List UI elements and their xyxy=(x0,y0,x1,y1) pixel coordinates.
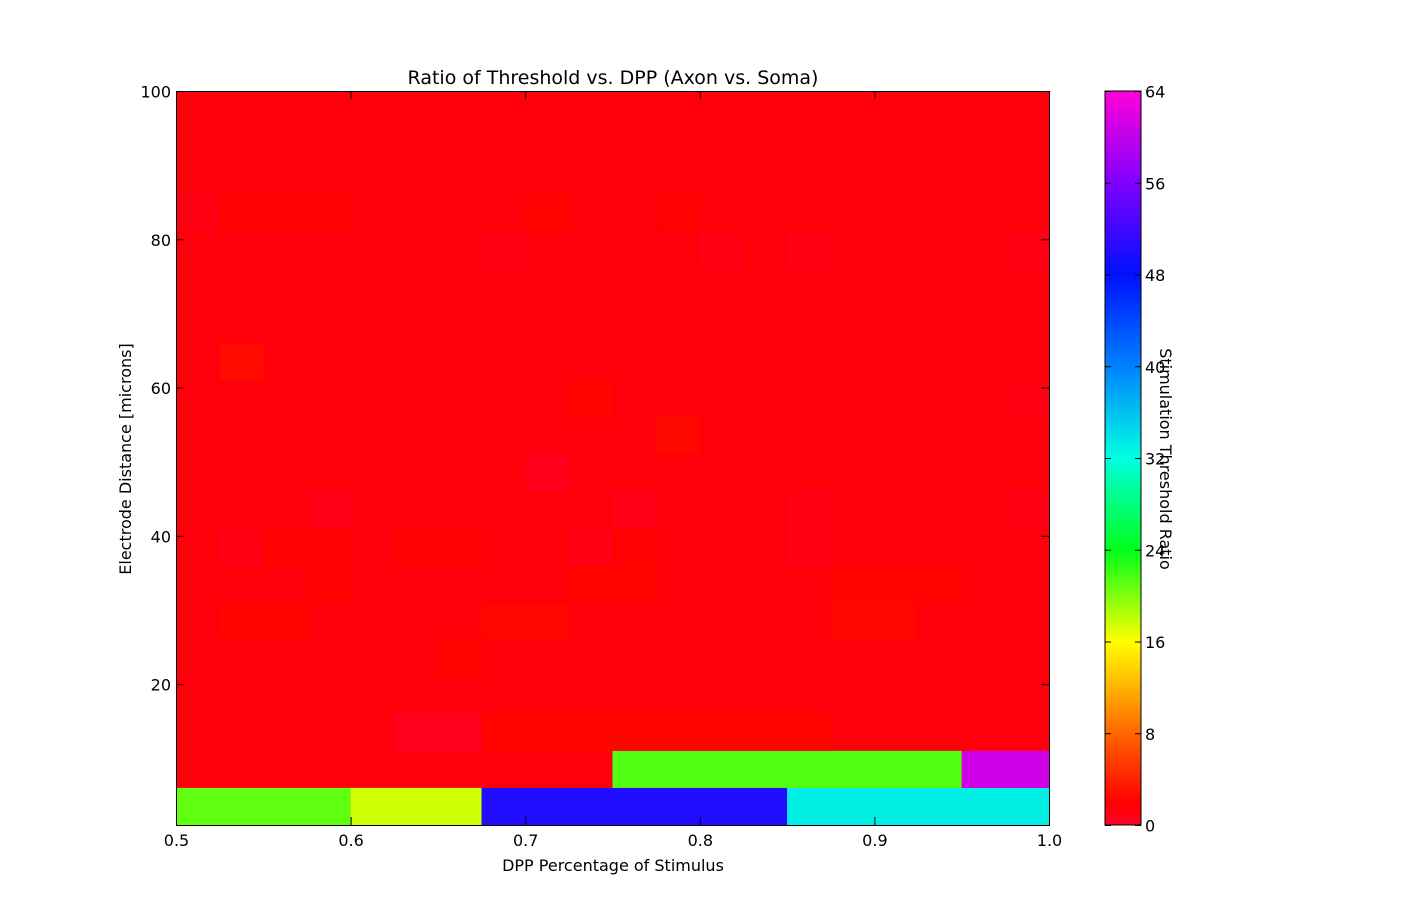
heatmap-cell xyxy=(612,528,657,566)
heatmap-cell xyxy=(394,713,482,751)
colorbar-tick-label: 40 xyxy=(1145,358,1165,377)
x-axis-label: DPP Percentage of Stimulus xyxy=(502,856,724,875)
heatmap-cell xyxy=(1005,380,1049,418)
heatmap-cell xyxy=(568,528,613,566)
heatmap-cell xyxy=(350,787,482,825)
heatmap-cell xyxy=(306,565,351,603)
heatmap-cell xyxy=(1005,491,1049,529)
heatmap-cell xyxy=(699,231,744,269)
y-axis: 20 40 60 80 100 xyxy=(140,83,1049,695)
heatmap-cell xyxy=(263,528,351,566)
colorbar-tick-label: 56 xyxy=(1145,174,1165,193)
heatmap-cell xyxy=(219,343,264,381)
heatmap-cells xyxy=(176,91,1049,825)
x-tick-label: 0.7 xyxy=(513,831,538,850)
heatmap-cell xyxy=(437,639,482,677)
colorbar-tick-label: 48 xyxy=(1145,266,1165,285)
heatmap-cell xyxy=(787,491,831,566)
colorbar-tick-label: 24 xyxy=(1145,541,1165,560)
colorbar-tick-label: 64 xyxy=(1145,83,1165,102)
heatmap-cell xyxy=(306,491,351,529)
y-tick-label: 20 xyxy=(151,676,171,695)
heatmap-cell xyxy=(612,750,962,788)
y-tick-label: 80 xyxy=(151,231,171,250)
colorbar-tick-label: 16 xyxy=(1145,633,1165,652)
x-tick-label: 1.0 xyxy=(1037,831,1062,850)
heatmap-cell xyxy=(961,750,1049,788)
x-tick-label: 0.9 xyxy=(862,831,887,850)
x-tick-label: 0.6 xyxy=(338,831,363,850)
x-axis: 0.5 0.6 0.7 0.8 0.9 1.0 xyxy=(164,91,1062,850)
y-tick-label: 40 xyxy=(151,527,171,546)
heatmap-cell xyxy=(656,417,700,455)
x-tick-label: 0.5 xyxy=(164,831,189,850)
heatmap-cell xyxy=(568,380,613,418)
heatmap-cell xyxy=(830,565,962,603)
heatmap-cell xyxy=(787,787,1049,825)
heatmap-cell xyxy=(481,787,788,825)
heatmap-cell xyxy=(219,528,264,566)
heatmap-cell xyxy=(176,194,220,232)
heatmap-cell xyxy=(525,194,569,232)
heatmap-cell xyxy=(787,231,831,269)
heatmap-cell xyxy=(481,713,831,751)
heatmap-cell xyxy=(830,602,919,640)
x-tick-label: 0.8 xyxy=(688,831,713,850)
heatmap-cell xyxy=(656,194,700,232)
y-tick-label: 60 xyxy=(151,379,171,398)
heatmap-cell xyxy=(612,491,657,529)
y-tick-label: 100 xyxy=(140,83,171,102)
heatmap-cell xyxy=(481,231,526,269)
colorbar-label: Stimulation Threshold Ratio xyxy=(1156,348,1175,570)
heatmap-cell xyxy=(219,194,351,232)
y-axis-label: Electrode Distance [microns] xyxy=(116,343,135,574)
heatmap-cell xyxy=(481,602,569,640)
heatmap-cell xyxy=(394,528,482,566)
colorbar-axis: 0 8 16 24 32 40 48 56 64 xyxy=(1105,83,1165,836)
heatmap-cell xyxy=(176,787,351,825)
chart-title: Ratio of Threshold vs. DPP (Axon vs. Som… xyxy=(408,67,819,89)
heatmap-cell xyxy=(525,454,569,492)
heatmap-cell xyxy=(568,565,657,603)
colorbar-tick-label: 0 xyxy=(1145,817,1155,836)
plot-frame xyxy=(176,91,1050,826)
heatmap-cell xyxy=(1005,231,1049,269)
colorbar-tick-label: 32 xyxy=(1145,450,1165,469)
colorbar-tick-label: 8 xyxy=(1145,725,1155,744)
heatmap-cell xyxy=(219,602,307,640)
